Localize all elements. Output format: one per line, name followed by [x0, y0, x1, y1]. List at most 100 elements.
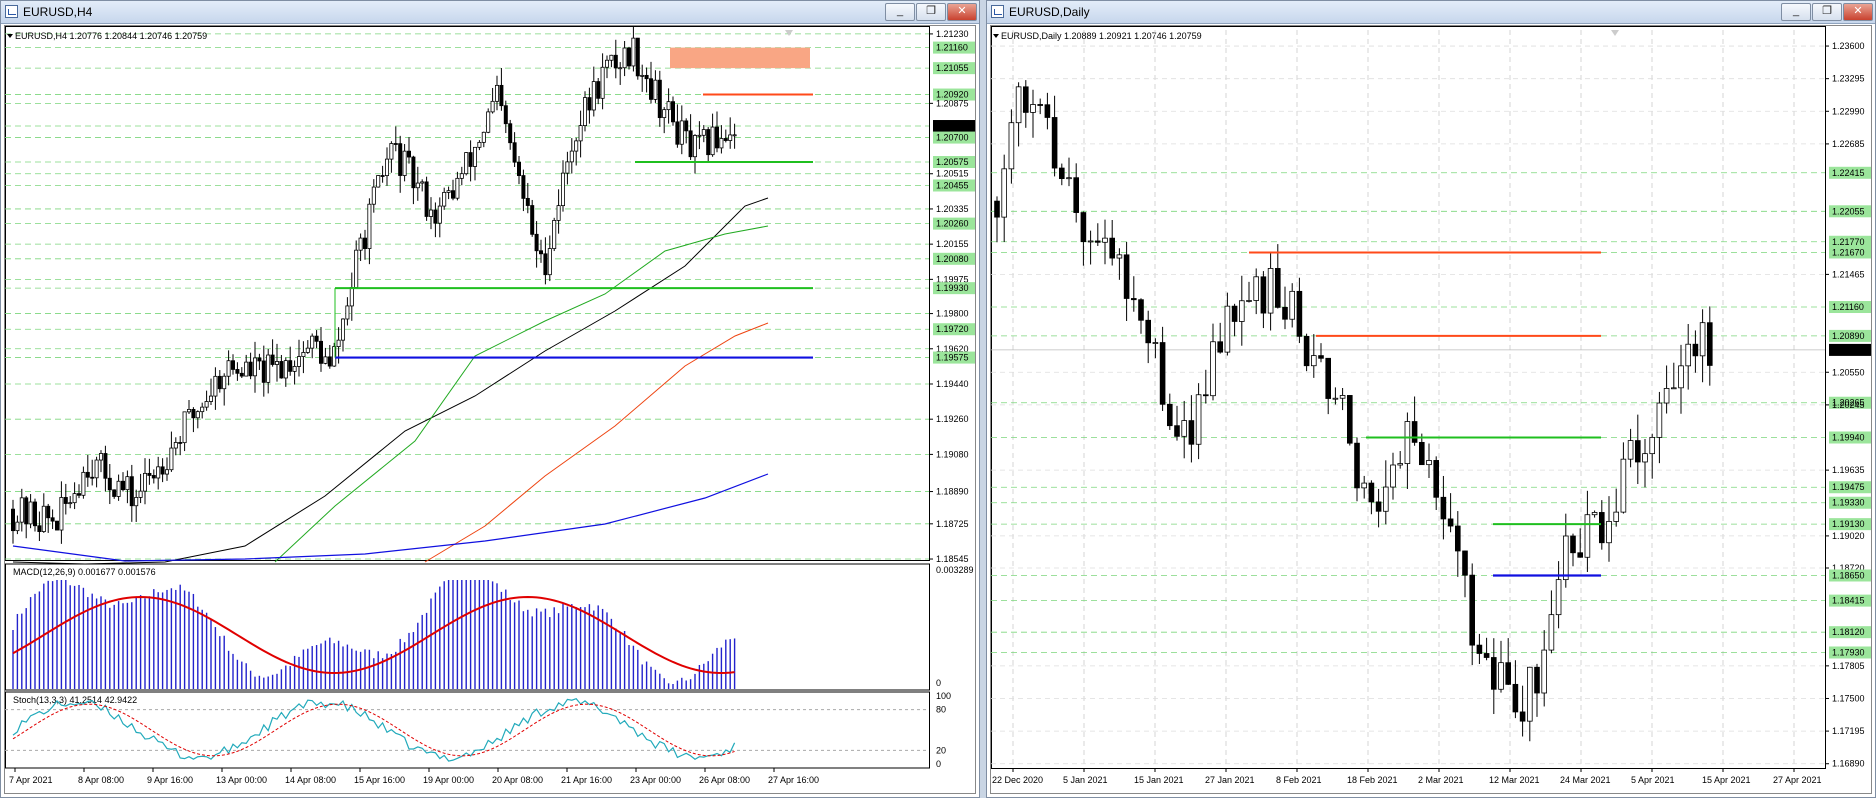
candle-body: [1426, 460, 1432, 466]
time-tick-label: 8 Apr 08:00: [78, 775, 124, 785]
time-tick-label: 27 Apr 16:00: [768, 775, 819, 785]
current-price-box: [933, 120, 975, 133]
close-button[interactable]: ✕: [1843, 3, 1873, 21]
candle-body: [420, 181, 425, 184]
stoch-pane-frame: [5, 691, 930, 769]
candle-body: [1483, 653, 1490, 658]
price-tick-label: 1.20890: [1832, 331, 1865, 341]
time-tick-label: 26 Apr 08:00: [699, 775, 750, 785]
candle-body: [490, 100, 495, 113]
macd-label: MACD(12,26,9) 0.001677 0.001576: [13, 567, 156, 577]
candle-body: [1188, 420, 1195, 445]
candle-body: [446, 190, 451, 193]
candle-body: [116, 480, 121, 497]
candle-body: [121, 480, 126, 491]
candle-body: [1296, 290, 1303, 337]
candle-body: [1454, 525, 1461, 552]
level-price-box: [933, 179, 975, 192]
candle-body: [345, 305, 350, 320]
chart-menu-icon: [7, 34, 13, 38]
candle-body: [1253, 276, 1259, 301]
candle-body: [1282, 306, 1288, 320]
candle-body: [583, 97, 588, 127]
ma-blue-line: [12, 473, 769, 562]
time-tick-label: 7 Apr 2021: [9, 775, 53, 785]
daily-chart-window[interactable]: EURUSD,Daily _ ❐ ✕ EURUSD,Daily 1.20889 …: [986, 0, 1876, 798]
candle-body: [459, 173, 464, 179]
h4-chart-window[interactable]: EURUSD,H4 _ ❐ ✕ 1.21230 1.21160 1.21055 1.2…: [0, 0, 980, 798]
chart-menu-icon: [993, 34, 999, 38]
price-tick-label: 1.17500: [1832, 693, 1865, 703]
macd-tick-label: 0: [936, 678, 941, 688]
price-tick-label: 1.19620: [936, 344, 969, 354]
restore-button[interactable]: ❐: [916, 3, 946, 21]
price-tick-label: 1.20155: [936, 239, 969, 249]
candle-body: [142, 472, 147, 492]
candle-body: [512, 142, 517, 163]
level-price-box: [1829, 626, 1871, 639]
candle-body: [1008, 122, 1015, 170]
candle-body: [1685, 343, 1691, 367]
candle-body: [77, 493, 82, 496]
ma-green-line: [274, 225, 769, 563]
candle-body: [424, 181, 429, 217]
shift-marker-icon: [1611, 30, 1619, 36]
candle-body: [679, 120, 684, 145]
candle-body: [1656, 402, 1663, 438]
level-price-box: [933, 351, 975, 364]
price-tick-label: 1.20080: [936, 254, 969, 264]
level-price-box: [1829, 496, 1871, 509]
time-tick-label: 8 Feb 2021: [1276, 775, 1322, 785]
window-titlebar[interactable]: EURUSD,H4 _ ❐ ✕: [1, 1, 979, 24]
candle-body: [591, 81, 596, 111]
level-price-box: [1829, 396, 1871, 409]
candle-body: [1116, 254, 1123, 259]
candle-body: [1671, 387, 1677, 390]
candle-body: [428, 209, 433, 217]
candle-body: [499, 84, 504, 107]
price-tick-label: 1.16890: [1832, 759, 1865, 769]
candle-body: [1231, 305, 1238, 322]
candle-body: [578, 125, 583, 142]
close-button[interactable]: ✕: [947, 3, 977, 21]
level-price-box: [1829, 594, 1871, 607]
candle-body: [1152, 342, 1159, 344]
minimize-button[interactable]: _: [885, 3, 915, 21]
time-tick-label: 2 Mar 2021: [1418, 775, 1464, 785]
h4-chart-canvas[interactable]: 1.21230 1.21160 1.21055 1.20920 1.20875 1.207…: [4, 25, 976, 794]
price-tick-label: 1.19260: [936, 414, 969, 424]
level-price-box: [933, 131, 975, 144]
window-titlebar[interactable]: EURUSD,Daily _ ❐ ✕: [987, 1, 1875, 24]
minimize-button[interactable]: _: [1781, 3, 1811, 21]
candle-body: [186, 409, 191, 413]
candle-body: [1707, 322, 1713, 366]
candle-body: [156, 466, 161, 479]
candle-body: [627, 47, 632, 67]
candle-body: [534, 233, 539, 252]
candle-body: [283, 360, 288, 379]
candle-body: [640, 74, 645, 77]
candle-body: [200, 406, 205, 413]
ma-red-line: [424, 322, 769, 563]
candle-body: [1123, 254, 1130, 299]
candle-body: [1519, 711, 1526, 722]
restore-button[interactable]: ❐: [1812, 3, 1842, 21]
candle-body: [442, 191, 447, 207]
candle-body: [719, 138, 724, 149]
candle-body: [508, 123, 513, 144]
resistance-zone: [670, 47, 810, 69]
daily-chart-canvas[interactable]: EURUSD,Daily 1.20889 1.20921 1.20746 1.2…: [990, 25, 1872, 794]
chart-window-icon: [5, 5, 18, 18]
candle-body: [715, 126, 720, 149]
candle-body: [1361, 482, 1367, 489]
candle-body: [472, 146, 477, 167]
candle-body: [1368, 482, 1375, 503]
price-tick-label: 1.18415: [1832, 596, 1865, 606]
candle-body: [11, 508, 16, 532]
price-tick-label: 1.23600: [1832, 41, 1865, 51]
time-tick-label: 15 Apr 2021: [1702, 775, 1751, 785]
macd-signal-line: [12, 595, 735, 675]
candle-body: [481, 131, 486, 143]
price-tick-label: 1.19440: [936, 379, 969, 389]
chart-header: EURUSD,Daily 1.20889 1.20921 1.20746 1.2…: [1001, 31, 1202, 41]
